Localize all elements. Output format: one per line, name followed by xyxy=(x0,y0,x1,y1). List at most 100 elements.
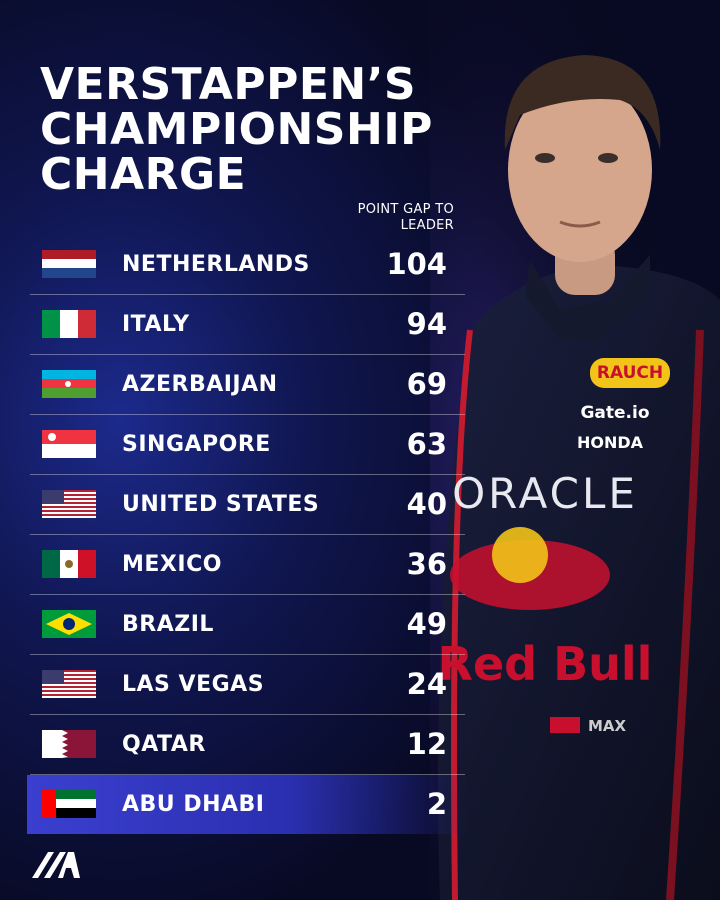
flag xyxy=(42,790,96,818)
sponsor: Red Bull xyxy=(438,637,653,691)
point-gap: 49 xyxy=(406,607,447,641)
flag-patch xyxy=(550,717,580,733)
row-separator xyxy=(30,774,465,775)
point-gap: 63 xyxy=(406,427,447,461)
country-name: AZERBAIJAN xyxy=(122,372,278,397)
country-name: NETHERLANDS xyxy=(122,252,310,277)
flag-part xyxy=(42,444,96,458)
flag-part xyxy=(65,560,73,568)
row-separator xyxy=(30,714,465,715)
row-separator xyxy=(30,594,465,595)
brand-logo xyxy=(32,852,80,878)
flag-part xyxy=(63,618,75,630)
sponsor-badge xyxy=(590,358,670,388)
flag-part xyxy=(42,674,96,676)
flag-part xyxy=(42,370,96,380)
sponsor: HONDA xyxy=(577,433,644,452)
suit-stripe xyxy=(666,329,704,900)
point-gap: 24 xyxy=(406,667,447,701)
flag-part xyxy=(42,502,96,504)
flag-part xyxy=(42,680,96,682)
point-gap: 94 xyxy=(406,307,447,341)
table-row: SINGAPORE 63 xyxy=(27,415,467,474)
point-gap: 69 xyxy=(406,367,447,401)
point-gap: 12 xyxy=(406,727,447,761)
sun-logo xyxy=(492,527,548,583)
point-gap: 40 xyxy=(406,487,447,521)
sponsor: Gate.io xyxy=(580,403,649,423)
flag-part xyxy=(56,808,96,818)
flag xyxy=(42,430,96,458)
flag-part xyxy=(42,550,60,578)
sponsor: MAX xyxy=(588,717,627,735)
table-row: MEXICO 36 xyxy=(27,535,467,594)
table-row: BRAZIL 49 xyxy=(27,595,467,654)
row-separator xyxy=(30,354,465,355)
flag-part xyxy=(42,494,96,496)
flag-part xyxy=(42,730,68,758)
flag-part xyxy=(42,506,96,508)
flag-part xyxy=(42,694,96,696)
flag xyxy=(42,310,96,338)
country-name: ABU DHABI xyxy=(122,792,265,817)
country-name: SINGAPORE xyxy=(122,432,271,457)
country-name: UNITED STATES xyxy=(122,492,320,517)
flag xyxy=(42,490,96,518)
flag-part xyxy=(42,516,96,518)
flag xyxy=(42,550,96,578)
table-row: UNITED STATES 40 xyxy=(27,475,467,534)
country-name: QATAR xyxy=(122,732,206,757)
row-separator xyxy=(30,474,465,475)
flag-part xyxy=(42,512,96,514)
table-row: AZERBAIJAN 69 xyxy=(27,355,467,414)
flag-part xyxy=(42,268,96,278)
flag-part xyxy=(42,496,96,498)
flag-part xyxy=(42,388,96,398)
column-label: POINT GAP TO LEADER xyxy=(357,202,454,233)
flag-part xyxy=(42,490,64,504)
flag xyxy=(42,670,96,698)
flag-part xyxy=(42,670,96,672)
table-row: QATAR 12 xyxy=(27,715,467,774)
row-separator xyxy=(30,294,465,295)
flag-part xyxy=(42,490,96,492)
flag-part xyxy=(42,688,96,690)
flag-part xyxy=(42,672,96,674)
point-gap: 104 xyxy=(386,247,447,281)
face xyxy=(508,78,652,262)
flag-part xyxy=(42,684,96,686)
sponsor: ORACLE xyxy=(452,469,638,518)
collar xyxy=(525,255,650,340)
flag-part xyxy=(42,510,96,512)
flag-part xyxy=(42,250,96,260)
eye xyxy=(598,153,618,163)
flag-part xyxy=(42,498,96,500)
point-gap: 2 xyxy=(426,787,447,821)
flag-part xyxy=(42,310,60,338)
row-separator xyxy=(30,534,465,535)
table-row: NETHERLANDS 104 xyxy=(27,235,467,294)
flag-part xyxy=(48,433,56,441)
flag-part xyxy=(42,259,96,269)
mouth xyxy=(559,220,601,228)
country-name: LAS VEGAS xyxy=(122,672,265,697)
flag-part xyxy=(42,790,56,818)
flag xyxy=(42,730,96,758)
flag xyxy=(42,610,96,638)
flag-part xyxy=(56,790,96,800)
country-name: ITALY xyxy=(122,312,190,337)
row-separator xyxy=(30,654,465,655)
flag-part xyxy=(42,682,96,684)
table-row: LAS VEGAS 24 xyxy=(27,655,467,714)
title: VERSTAPPEN’S CHAMPIONSHIP CHARGE xyxy=(40,59,433,200)
flag-part xyxy=(42,676,96,678)
flag-part xyxy=(42,686,96,688)
flag xyxy=(42,370,96,398)
flag-part xyxy=(42,692,96,694)
flag-part xyxy=(42,504,96,506)
flag-part xyxy=(65,381,71,387)
